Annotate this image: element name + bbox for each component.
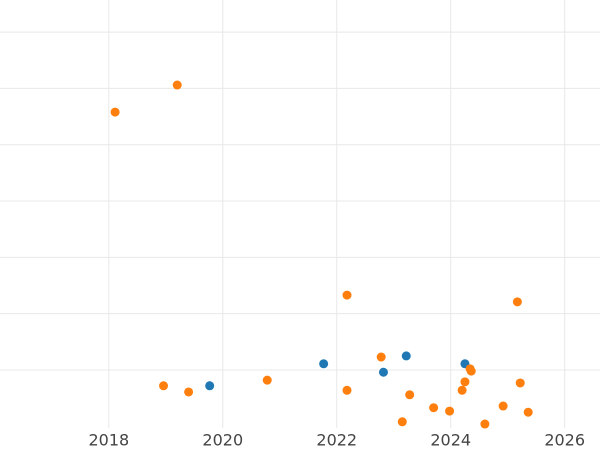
scatter-point: [378, 367, 388, 377]
scatter-point: [429, 403, 439, 413]
scatter-point: [498, 401, 508, 411]
scatter-point: [184, 387, 194, 397]
x-tick-label: 2022: [316, 431, 357, 450]
x-tick-label: 2018: [88, 431, 129, 450]
scatter-point: [319, 359, 329, 369]
scatter-point: [401, 351, 411, 361]
scatter-point: [397, 417, 407, 427]
scatter-point: [376, 352, 386, 362]
scatter-point: [512, 297, 522, 307]
scatter-point: [523, 407, 533, 417]
scatter-point: [405, 390, 415, 400]
scatter-point: [262, 375, 272, 385]
scatter-point: [110, 107, 120, 117]
scatter-point: [342, 385, 352, 395]
scatter-point: [445, 406, 455, 416]
scatter-point: [515, 378, 525, 388]
scatter-point: [172, 80, 182, 90]
scatter-point: [460, 377, 470, 387]
scatter-point: [159, 381, 169, 391]
scatter-point: [342, 290, 352, 300]
scatter-point: [466, 366, 476, 376]
scatter-point: [457, 385, 467, 395]
x-tick-label: 2020: [202, 431, 243, 450]
scatter-point: [480, 419, 490, 429]
x-tick-label: 2026: [544, 431, 585, 450]
scatter-point: [205, 381, 215, 391]
x-tick-label: 2024: [430, 431, 471, 450]
